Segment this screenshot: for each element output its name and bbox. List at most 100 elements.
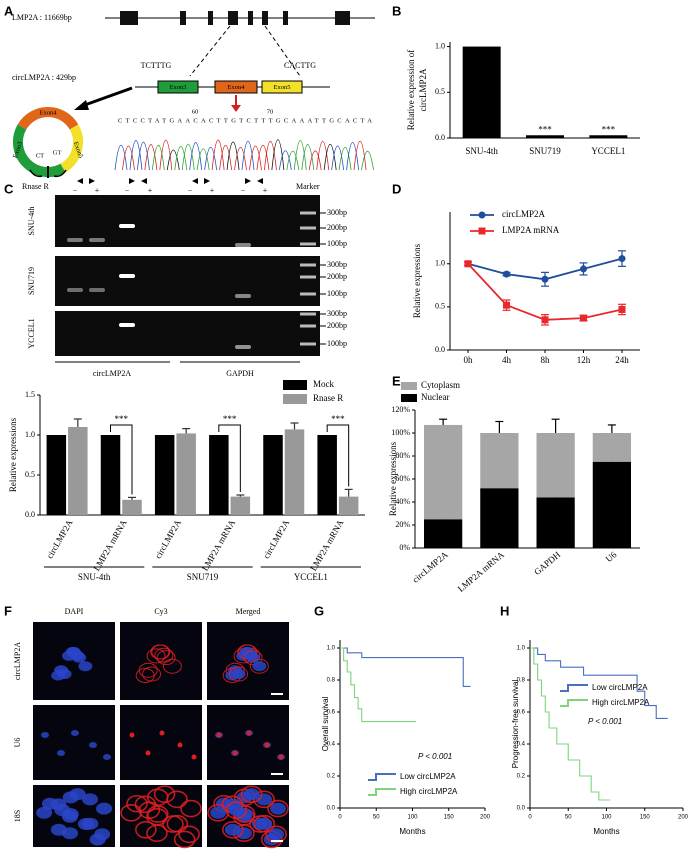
bar-segment: [536, 433, 575, 498]
sign: −: [73, 186, 78, 195]
panel-label: B: [392, 3, 401, 18]
panel-label: E: [392, 373, 401, 388]
chromatogram-peak: [137, 141, 150, 171]
micrographs: DAPI Cy3 Merged circLMP2A U6 18S: [13, 607, 289, 849]
primer-arrow: [53, 169, 67, 178]
row-label: U6: [13, 738, 22, 748]
bar-segment: [480, 433, 519, 489]
significance-bracket: [326, 424, 350, 487]
signal: [249, 658, 269, 674]
legend-icon: [368, 788, 396, 796]
zoom-line: [264, 25, 301, 77]
y-tick-label: 0.5: [25, 470, 35, 479]
signal: [225, 801, 248, 819]
x-tick-label: 24h: [615, 355, 629, 365]
legend-marker: [478, 227, 486, 235]
marker-band: [300, 226, 316, 230]
primer-arrow: [29, 169, 43, 178]
marker-band: [300, 312, 316, 316]
y-tick-label: 1.0: [517, 646, 526, 652]
chromatogram-peak: [278, 150, 292, 171]
y-tick-label: 1.0: [25, 430, 35, 439]
y-tick-label: 0.4: [517, 742, 526, 748]
nucleus: [41, 732, 49, 738]
exon-label: Exon4: [228, 84, 246, 91]
primer-icon: [129, 178, 135, 184]
x-tick-label: circLMP2A: [153, 518, 183, 561]
ring-exon: [60, 124, 83, 173]
gel-band: [235, 243, 251, 247]
treatment-label: Rnase R: [22, 182, 50, 191]
nucleus: [270, 802, 287, 815]
survival-curve: [530, 647, 668, 719]
y-tick-label: 0%: [399, 543, 410, 552]
micrograph: [33, 705, 115, 780]
chromatogram: [114, 139, 374, 171]
x-tick-label: LMP2A mRNA: [91, 518, 129, 573]
bar: [284, 429, 305, 515]
annotation: P < 0.001: [418, 752, 452, 761]
panel-label: H: [500, 603, 509, 618]
nucleus: [82, 793, 99, 806]
x-tick-label: LMP2A mRNA: [308, 518, 346, 573]
legend-label: Low circLMP2A: [592, 683, 648, 692]
legend-icon: [368, 773, 396, 781]
y-tick-label: 0.5: [435, 302, 445, 311]
legend-label: Rnase R: [313, 393, 343, 403]
nucleus: [69, 788, 86, 801]
nucleus: [71, 730, 79, 736]
x-tick-label: GAPDH: [532, 549, 563, 577]
annotation: P < 0.001: [588, 717, 622, 726]
arrow-head: [74, 100, 89, 110]
bar-segment: [536, 497, 575, 548]
x-tick-label: 100: [601, 815, 612, 821]
sequence: CTCCTATGAACACTTGTCTTTGCAAATTGCACTA: [118, 117, 372, 124]
chromatogram-peak: [249, 145, 262, 171]
x-tick-label: 200: [678, 815, 689, 821]
y-tick-label: 120%: [391, 405, 410, 414]
gel-band: [235, 294, 251, 298]
panel-label: D: [392, 181, 401, 196]
ring-exon: [13, 124, 66, 177]
nucleus: [256, 793, 273, 806]
bar: [176, 433, 196, 515]
size-label: 100bp: [327, 289, 347, 298]
junction-sequence: TCTTTG: [141, 61, 172, 70]
size-label: 300bp: [327, 309, 347, 318]
marker-band: [300, 342, 316, 346]
chromatogram-peak: [256, 144, 270, 171]
x-tick-label: 50: [565, 815, 572, 821]
marker-band: [300, 263, 316, 267]
chromatogram-peak: [361, 150, 374, 171]
gel-band: [67, 238, 83, 242]
chromatogram-peak: [286, 150, 300, 171]
micrograph: [120, 705, 202, 780]
nucleus: [57, 750, 65, 756]
sign: −: [241, 186, 246, 195]
signal: [178, 825, 200, 844]
nucleus: [89, 742, 97, 748]
gel-image: [55, 256, 320, 306]
y-tick-label: 0.8: [327, 678, 336, 684]
point: [464, 260, 472, 268]
bar-segment: [424, 424, 463, 520]
signal: [177, 742, 183, 748]
gel-band: [89, 238, 105, 242]
marker-label: Marker: [296, 182, 320, 191]
sign: −: [125, 186, 130, 195]
marker-band: [300, 211, 316, 215]
chromatogram-peak: [159, 139, 173, 171]
signal: [135, 820, 157, 839]
chromatogram-peak: [196, 148, 210, 171]
legend-icon: [560, 699, 588, 707]
micrograph: [120, 622, 202, 700]
chromatogram-peak: [204, 147, 218, 171]
chromatogram-peak: [301, 144, 315, 171]
signal: [166, 814, 189, 833]
chromatogram-peak: [226, 141, 240, 171]
size-label: 300bp: [327, 208, 347, 217]
chromatogram-peak: [346, 142, 359, 171]
nucleus: [36, 806, 53, 819]
chromatogram-peak: [211, 139, 225, 171]
chromatogram-peak: [144, 144, 158, 171]
